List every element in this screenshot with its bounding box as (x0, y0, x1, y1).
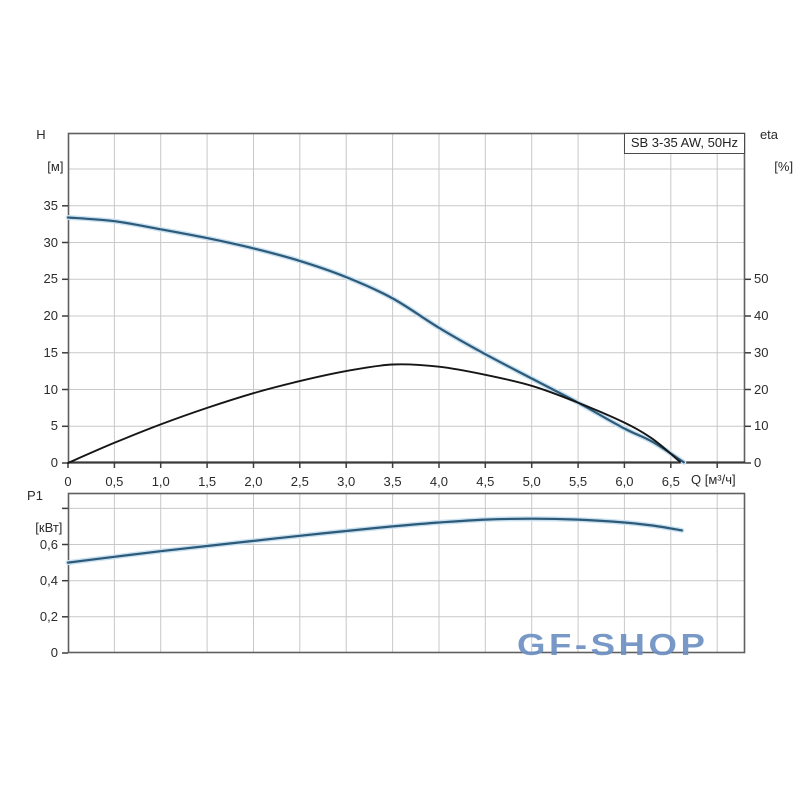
plot-frame (67, 132, 746, 464)
p1-chart-svg (62, 492, 746, 654)
h-axis-name: H (36, 127, 46, 142)
y-left-tick-label: 30 (43, 234, 58, 250)
p1-axis-unit: [кВт] (35, 520, 63, 535)
y-left-tick-label: 35 (43, 197, 58, 213)
y-left-tick-label: 20 (43, 308, 58, 323)
q-axis-label: Q [м³/ч] (691, 472, 736, 487)
y-left-tick-label: 0,4 (39, 572, 58, 588)
y-left-tick-label: 15 (43, 344, 58, 360)
p1-axis-name: P1 (27, 488, 43, 503)
x-tick-label: 1,5 (198, 474, 217, 489)
y-left-tick-label: 5 (50, 418, 58, 434)
x-tick-label: 5,5 (569, 474, 588, 489)
y-left-tick-label: 25 (43, 271, 58, 287)
x-tick-label: 5,0 (522, 474, 541, 489)
y-right-tick-label: 20 (754, 381, 769, 397)
p1-curve (66, 517, 683, 564)
h-axis-label: H [м] (22, 127, 64, 175)
y-right-tick-label: 30 (754, 344, 769, 360)
x-tick-label: 6,5 (661, 474, 680, 489)
h-axis-unit: [м] (47, 159, 64, 174)
eta-axis-name: eta (759, 127, 779, 142)
y-left-tick-label: 0 (50, 455, 58, 470)
gf-shop-watermark: GF-SHOP (517, 627, 709, 662)
p1-curve-halo (65, 516, 685, 566)
y-left-tick-label: 0,6 (39, 536, 58, 552)
x-tick-label: 3,5 (383, 474, 402, 489)
x-tick-label: 0,5 (105, 474, 124, 489)
y-right-tick-label: 50 (754, 271, 769, 287)
hq-chart-svg (62, 132, 751, 468)
y-left-tick-label: 0,2 (39, 608, 58, 624)
x-tick-label: 1,0 (151, 474, 170, 489)
x-tick-label: 4,5 (476, 474, 495, 489)
x-tick-label: 6,0 (615, 474, 634, 489)
eta-curve (67, 363, 682, 464)
y-left-tick-label: 10 (43, 381, 58, 397)
y-right-tick-label: 10 (754, 418, 769, 434)
hq-chart-plot-area (62, 132, 751, 468)
x-tick-label: 4,0 (429, 474, 448, 489)
pump-model-title-box: SB 3-35 AW, 50Hz (623, 133, 745, 154)
x-tick-label: 0 (64, 474, 72, 489)
y-left-tick-label: 0 (50, 645, 58, 660)
h-curve (66, 216, 685, 464)
y-right-tick-label: 0 (754, 455, 762, 470)
plot-frame (67, 492, 746, 654)
x-tick-label: 2,5 (290, 474, 309, 489)
eta-axis-label: eta [%] (749, 127, 793, 175)
p1-chart-plot-area (62, 492, 746, 654)
x-tick-label: 3,0 (337, 474, 356, 489)
p1-axis-label: P1 [кВт] (10, 488, 63, 536)
x-tick-label: 2,0 (244, 474, 263, 489)
eta-axis-unit: [%] (774, 159, 794, 174)
y-right-tick-label: 40 (754, 308, 769, 323)
